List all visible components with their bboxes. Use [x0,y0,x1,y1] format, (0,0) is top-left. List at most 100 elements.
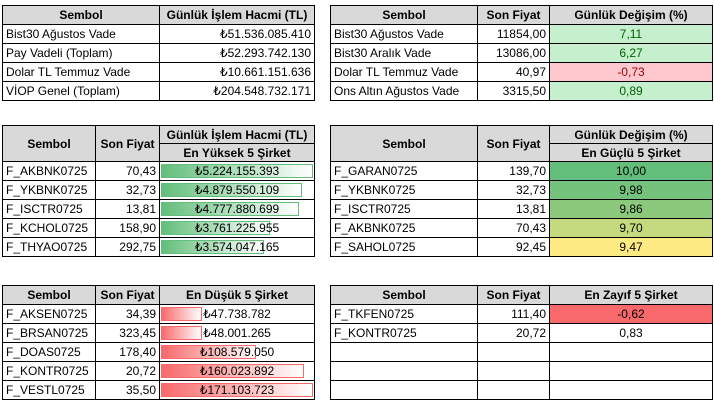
change-cell [549,380,713,400]
price-cell: 158,90 [95,218,160,238]
symbol-cell: F_ISCTR0725 [330,199,478,219]
change-cell [549,361,713,381]
volume-bar-cell: ₺48.001.265 [159,323,315,343]
data-bar [161,202,300,216]
data-bar [161,221,270,235]
futures-change-table: Sembol Son Fiyat Günlük Değişim (%) Bist… [330,5,713,101]
symbol-cell [330,361,478,381]
table-row: F_SAHOL0725 92,45 9,47 [330,237,713,257]
symbol-cell: Ons Altın Ağustos Vade [330,81,478,101]
volume-value: ₺47.738.782 [203,307,271,321]
symbol-cell: F_YKBNK0725 [2,180,96,200]
table-row: F_GARAN0725 139,70 10,00 [330,161,713,181]
table-row: F_TKFEN0725 111,40 -0,62 [330,304,713,324]
header-last-price: Son Fiyat [477,125,550,162]
volume-bar-cell: ₺4.777.880.699 [159,199,315,219]
volume-value: ₺3.761.225.955 [194,221,280,235]
symbol-cell [330,342,478,362]
header-symbol: Sembol [2,125,96,162]
table-row: F_VESTL0725 35,50 ₺171.103.723 [2,380,315,400]
table-row: F_KONTR0725 20,72 0,83 [330,323,713,343]
symbol-cell: Pay Vadeli (Toplam) [2,43,160,63]
volume-value: ₺108.579.050 [199,345,275,359]
change-cell [549,342,713,362]
table-row [330,361,713,381]
symbol-cell: Dolar TL Temmuz Vade [2,62,160,82]
table-row: F_YKBNK0725 32,73 ₺4.879.550.109 [2,180,315,200]
price-cell: 35,50 [95,380,160,400]
change-cell: 9,98 [549,180,713,200]
symbol-cell: F_KONTR0725 [2,361,96,381]
table-row: F_AKSEN0725 34,39 ₺47.738.782 [2,304,315,324]
volume-cell: ₺51.536.085.410 [159,24,315,44]
header-last-price: Son Fiyat [95,125,160,162]
price-cell: 20,72 [477,323,550,343]
subheader-top-5: En Yüksek 5 Şirket [159,143,315,162]
symbol-cell: F_TKFEN0725 [330,304,478,324]
header-symbol: Sembol [2,285,96,305]
change-cell: 9,70 [549,218,713,238]
price-cell: 70,43 [95,161,160,181]
header-daily-volume: Günlük İşlem Hacmi (TL) [159,5,315,25]
header-symbol: Sembol [330,285,478,305]
volume-bar-cell: ₺171.103.723 [159,380,315,400]
volume-value: ₺4.777.880.699 [194,202,280,216]
strongest-table: Sembol Son Fiyat Günlük Değişim (%) En G… [330,125,713,257]
volume-value: ₺3.574.047.165 [194,240,280,254]
symbol-cell: Bist30 Ağustos Vade [330,24,478,44]
change-cell: 7,11 [549,24,713,44]
header-daily-change: Günlük Değişim (%) [549,5,713,25]
symbol-cell [330,380,478,400]
table-row: F_THYAO0725 292,75 ₺3.574.047.165 [2,237,315,257]
header-last-price: Son Fiyat [477,285,550,305]
volume-bar-cell: ₺3.574.047.165 [159,237,315,257]
price-cell: 40,97 [477,62,550,82]
table-row: Ons Altın Ağustos Vade 3315,50 0,89 [330,81,713,101]
data-bar [161,364,304,378]
symbol-cell: F_GARAN0725 [330,161,478,181]
volume-value: ₺4.879.550.109 [194,183,280,197]
volume-bar-cell: ₺108.579.050 [159,342,315,362]
price-cell: 323,45 [95,323,160,343]
table-row: F_ISCTR0725 13,81 9,86 [330,199,713,219]
table-row: Bist30 Ağustos Vade ₺51.536.085.410 [2,24,315,44]
table-row: Bist30 Ağustos Vade 11854,00 7,11 [330,24,713,44]
volume-cell: ₺10.661.151.636 [159,62,315,82]
total-volume-table: Sembol Günlük İşlem Hacmi (TL) Bist30 Ağ… [2,5,315,101]
volume-value: ₺5.224.155.393 [194,164,280,178]
volume-bar-cell: ₺160.023.892 [159,361,315,381]
price-cell [477,342,550,362]
header-symbol: Sembol [2,5,160,25]
change-cell: 0,89 [549,81,713,101]
price-cell: 34,39 [95,304,160,324]
weakest-table: Sembol Son Fiyat En Zayıf 5 Şirket F_TKF… [330,285,713,400]
symbol-cell: Bist30 Ağustos Vade [2,24,160,44]
volume-value: ₺48.001.265 [203,326,271,340]
price-cell [477,361,550,381]
change-cell: 9,47 [549,237,713,257]
symbol-cell: F_VESTL0725 [2,380,96,400]
symbol-cell: Bist30 Aralık Vade [330,43,478,63]
change-cell: 6,27 [549,43,713,63]
change-cell: 0,83 [549,323,713,343]
symbol-cell: F_BRSAN0725 [2,323,96,343]
change-cell: 10,00 [549,161,713,181]
table-row: VİOP Genel (Toplam) ₺204.548.732.171 [2,81,315,101]
symbol-cell: F_AKBNK0725 [330,218,478,238]
price-cell: 13086,00 [477,43,550,63]
table-row: Bist30 Aralık Vade 13086,00 6,27 [330,43,713,63]
table-row: F_KONTR0725 20,72 ₺160.023.892 [2,361,315,381]
change-cell: -0,73 [549,62,713,82]
price-cell [477,380,550,400]
price-cell: 111,40 [477,304,550,324]
header-last-price: Son Fiyat [95,285,160,305]
price-cell: 32,73 [95,180,160,200]
data-bar [161,383,313,397]
table-row: Pay Vadeli (Toplam) ₺52.293.742.130 [2,43,315,63]
header-daily-change: Günlük Değişim (%) [549,125,713,144]
symbol-cell: F_YKBNK0725 [330,180,478,200]
symbol-cell: Dolar TL Temmuz Vade [330,62,478,82]
header-symbol: Sembol [330,5,478,25]
price-cell: 13,81 [95,199,160,219]
price-cell: 3315,50 [477,81,550,101]
